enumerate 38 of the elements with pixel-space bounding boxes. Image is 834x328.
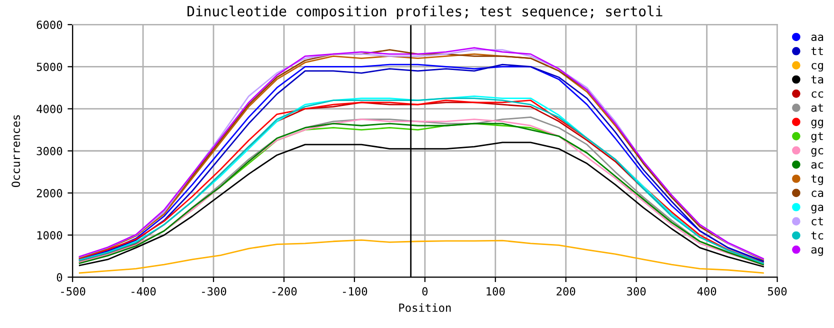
y-tick-label: 4000 <box>36 104 62 114</box>
legend-label: ta <box>811 76 824 84</box>
y-tick-label: 3000 <box>36 146 62 156</box>
legend-label: at <box>811 104 823 112</box>
legend-label: tt <box>811 47 823 56</box>
legend-label: cg <box>812 62 823 72</box>
x-tick-label: 400 <box>697 287 716 296</box>
y-tick-label: 1000 <box>37 231 62 240</box>
x-tick-label: 200 <box>556 287 576 296</box>
y-tick-label: 5000 <box>36 62 62 72</box>
legend-label: ag <box>811 247 823 256</box>
x-tick-label: 500 <box>768 287 787 296</box>
line-series <box>78 239 764 274</box>
x-tick-label: 300 <box>627 287 646 296</box>
legend-label: cc <box>812 91 824 98</box>
y-tick-label: 6000 <box>36 20 62 30</box>
legend-label: aa <box>811 34 824 42</box>
x-axis-title: Position <box>399 303 451 312</box>
legend-label: ct <box>812 217 823 226</box>
x-tick-label: 0 <box>422 287 428 296</box>
x-tick-label: -400 <box>132 287 156 296</box>
x-tick-label: 100 <box>486 287 505 296</box>
legend-label: tg <box>811 174 823 186</box>
y-axis-title: Occurrences <box>12 115 20 188</box>
chart-title: Dinucleotide composition profiles; test sequence; sertoli <box>188 6 662 20</box>
legend-label: ca <box>812 190 824 198</box>
y-tick-label: 0 <box>56 273 62 282</box>
x-tick-label: -500 <box>61 287 86 296</box>
x-tick-label: -200 <box>272 287 297 296</box>
legend-label: ac <box>811 162 824 169</box>
x-tick-label: -300 <box>202 287 226 296</box>
legend-label: gt <box>811 132 823 142</box>
legend-label: gg <box>811 120 823 128</box>
legend-label: gc <box>811 148 824 157</box>
x-tick-label: -100 <box>343 287 368 296</box>
y-tick-label: 2000 <box>36 188 62 198</box>
legend-label: tc <box>811 232 824 240</box>
legend-label: ga <box>811 204 824 214</box>
